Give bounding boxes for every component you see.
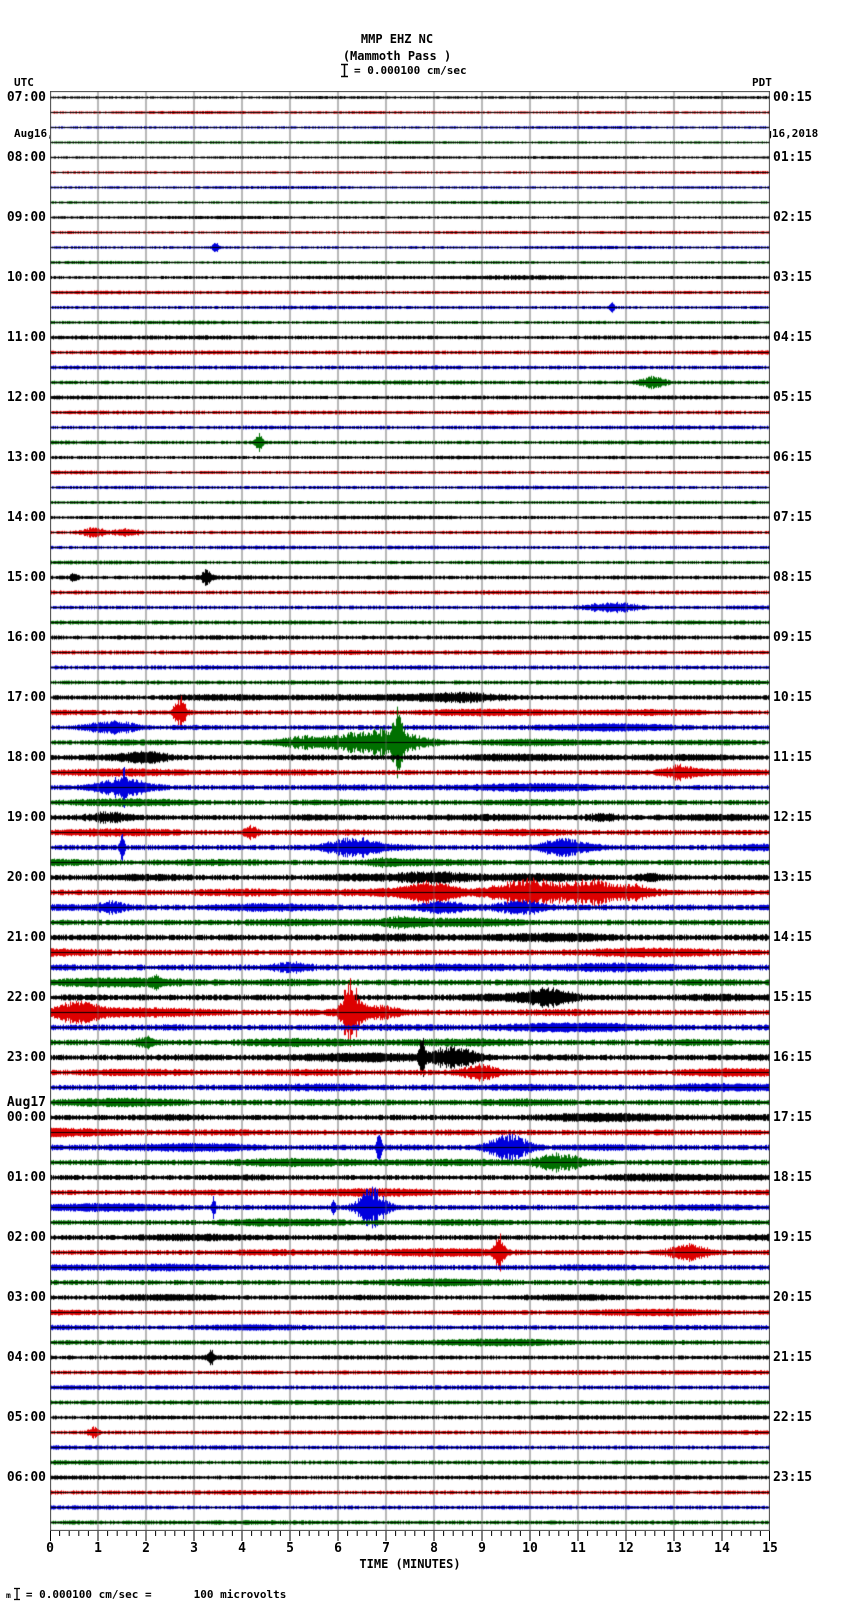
x-tick-label: 14	[714, 1541, 730, 1556]
pdt-label: 07:15	[773, 510, 813, 525]
pdt-label: 15:15	[773, 990, 813, 1005]
title-block: MMP EHZ NC (Mammoth Pass )	[0, 31, 794, 65]
pdt-label: 06:15	[773, 450, 813, 465]
x-tick-label: 13	[666, 1541, 682, 1556]
pdt-label: 05:15	[773, 390, 813, 405]
x-axis-title: TIME (MINUTES)	[359, 1557, 461, 1571]
utc-label: 20:00	[6, 870, 46, 885]
pdt-label: 09:15	[773, 630, 813, 645]
x-tick-label: 2	[142, 1541, 150, 1556]
utc-label: 12:00	[6, 390, 46, 405]
x-tick-label: 3	[190, 1541, 198, 1556]
utc-label: 04:00	[6, 1350, 46, 1365]
timezone-right-label: PDT	[752, 76, 772, 89]
timezone-left-label: UTC	[14, 76, 34, 89]
pdt-label: 18:15	[773, 1170, 813, 1185]
scale-bar-icon	[13, 1587, 20, 1601]
scale-bar-icon	[341, 63, 348, 78]
station-title: MMP EHZ NC	[360, 32, 434, 46]
x-tick-label: 12	[618, 1541, 634, 1556]
pdt-label: 21:15	[773, 1350, 813, 1365]
pdt-label: 23:15	[773, 1470, 813, 1485]
footer-microvolts-text: 100 microvolts	[193, 1587, 287, 1601]
seismogram-plot	[50, 91, 770, 1531]
footer-scale-line: m = 0.000100 cm/sec = 100 microvolts	[6, 1587, 286, 1601]
pdt-label: 12:15	[773, 810, 813, 825]
utc-label: 07:00	[6, 90, 46, 105]
pdt-label: 22:15	[773, 1410, 813, 1425]
utc-label: 08:00	[6, 150, 46, 165]
pdt-label: 16:15	[773, 1050, 813, 1065]
utc-label: 23:00	[6, 1050, 46, 1065]
amplitude-scale-line: = 0.000100 cm/sec	[340, 63, 467, 78]
pdt-label: 02:15	[773, 210, 813, 225]
utc-label: 13:00	[6, 450, 46, 465]
utc-label: 17:00	[6, 690, 46, 705]
utc-label: 00:00	[6, 1110, 46, 1125]
utc-label: 18:00	[6, 750, 46, 765]
x-tick-label: 1	[94, 1541, 102, 1556]
x-tick-label: 15	[762, 1541, 778, 1556]
utc-label: 01:00	[6, 1170, 46, 1185]
utc-label: 06:00	[6, 1470, 46, 1485]
pdt-label: 13:15	[773, 870, 813, 885]
utc-label: 16:00	[6, 630, 46, 645]
pdt-label: 10:15	[773, 690, 813, 705]
x-tick-label: 6	[334, 1541, 342, 1556]
utc-label: 02:00	[6, 1230, 46, 1245]
scale-text: = 0.000100 cm/sec	[354, 64, 467, 77]
utc-label: 05:00	[6, 1410, 46, 1425]
x-tick-label: 7	[382, 1541, 390, 1556]
pdt-label: 11:15	[773, 750, 813, 765]
utc-label: 15:00	[6, 570, 46, 585]
footer-glyph: m	[6, 1591, 11, 1600]
x-tick-label: 10	[522, 1541, 538, 1556]
x-tick-label: 0	[46, 1541, 54, 1556]
pdt-label: 03:15	[773, 270, 813, 285]
pdt-label: 04:15	[773, 330, 813, 345]
station-subtitle: (Mammoth Pass )	[342, 49, 452, 63]
utc-label: 21:00	[6, 930, 46, 945]
x-tick-label: 4	[238, 1541, 246, 1556]
pdt-label: 00:15	[773, 90, 813, 105]
utc-label: 09:00	[6, 210, 46, 225]
x-tick-label: 8	[430, 1541, 438, 1556]
x-axis-ticks	[50, 1531, 770, 1541]
pdt-label: 19:15	[773, 1230, 813, 1245]
pdt-label: 14:15	[773, 930, 813, 945]
utc-label: 22:00	[6, 990, 46, 1005]
utc-label: 11:00	[6, 330, 46, 345]
pdt-label: 17:15	[773, 1110, 813, 1125]
pdt-label: 01:15	[773, 150, 813, 165]
footer-scale-text: = 0.000100 cm/sec =	[25, 1587, 152, 1601]
date-marker: Aug17	[6, 1095, 46, 1110]
utc-label: 10:00	[6, 270, 46, 285]
pdt-label: 20:15	[773, 1290, 813, 1305]
utc-label: 14:00	[6, 510, 46, 525]
utc-label: 03:00	[6, 1290, 46, 1305]
x-tick-label: 5	[286, 1541, 294, 1556]
utc-label: 19:00	[6, 810, 46, 825]
pdt-label: 08:15	[773, 570, 813, 585]
x-tick-label: 9	[478, 1541, 486, 1556]
x-tick-label: 11	[570, 1541, 586, 1556]
